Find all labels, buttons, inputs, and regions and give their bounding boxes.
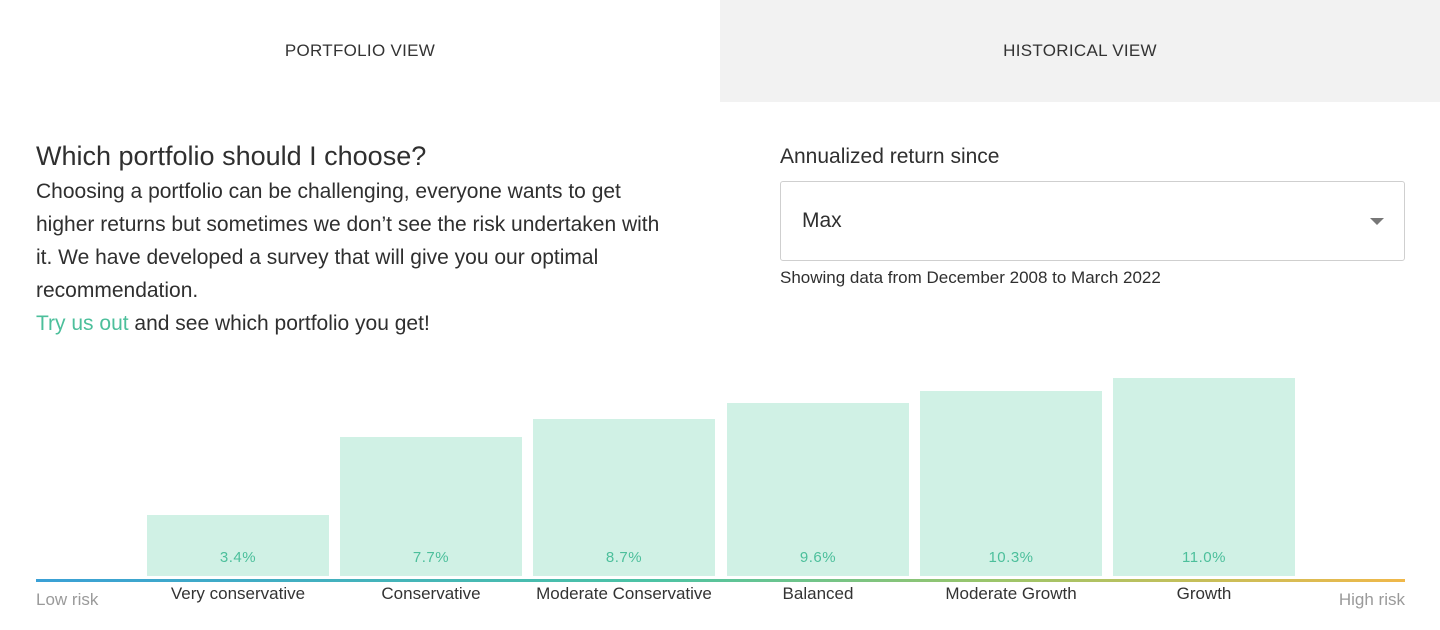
intro-cta: Try us out and see which portfolio you g… xyxy=(36,307,676,340)
bar-very-conservative xyxy=(147,515,329,576)
intro-title: Which portfolio should I choose? xyxy=(36,141,427,171)
return-period-value: Max xyxy=(802,209,842,232)
tab-historical-view[interactable]: HISTORICAL VIEW xyxy=(720,0,1440,102)
try-us-out-link[interactable]: Try us out xyxy=(36,312,129,335)
tab-portfolio-view[interactable]: PORTFOLIO VIEW xyxy=(0,0,720,102)
data-range-note: Showing data from December 2008 to March… xyxy=(780,268,1161,287)
category-label: Balanced xyxy=(782,584,854,603)
bar-moderate-growth xyxy=(920,391,1102,576)
category-label: Moderate Conservative xyxy=(536,584,712,603)
bar-value-label: 8.7% xyxy=(605,549,643,566)
high-risk-label: High risk xyxy=(1338,590,1405,609)
view-tabs: PORTFOLIO VIEW HISTORICAL VIEW xyxy=(0,0,1440,102)
bar-value-label: 3.4% xyxy=(219,549,257,566)
risk-gradient-axis xyxy=(36,579,1405,582)
intro-body: Choosing a portfolio can be challenging,… xyxy=(36,180,660,302)
bar-conservative xyxy=(340,437,522,576)
return-period-select[interactable]: Max xyxy=(780,181,1405,261)
category-label: Very conservative xyxy=(170,584,306,603)
intro-section: Which portfolio should I choose? Choosin… xyxy=(36,140,676,340)
low-risk-label: Low risk xyxy=(36,590,99,609)
category-label: Moderate Growth xyxy=(945,584,1077,603)
bar-balanced xyxy=(727,403,909,576)
bar-value-label: 11.0% xyxy=(1182,549,1226,566)
bar-value-label: 9.6% xyxy=(799,549,837,566)
bar-growth xyxy=(1113,378,1295,576)
return-period-label: Annualized return since xyxy=(780,145,1000,168)
category-label: Growth xyxy=(1176,584,1232,603)
bar-value-label: 7.7% xyxy=(412,549,450,566)
chevron-down-icon xyxy=(1370,218,1384,225)
bar-value-label: 10.3% xyxy=(988,549,1034,566)
cta-rest-text: and see which portfolio you get! xyxy=(128,312,430,335)
bar-moderate-conservative xyxy=(533,419,715,576)
category-label: Conservative xyxy=(381,584,481,603)
portfolio-return-chart: Low risk High risk 3.4% Very conservative… xyxy=(0,360,1440,630)
